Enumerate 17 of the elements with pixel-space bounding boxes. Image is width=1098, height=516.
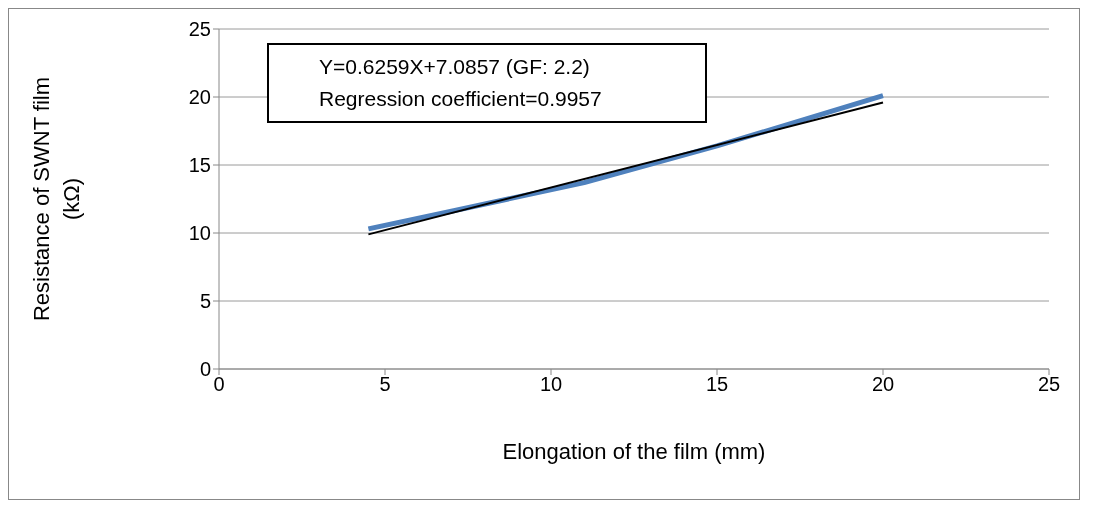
annotation: Regression coefficient=0.9957 <box>319 86 603 112</box>
x-tick-label: 10 <box>539 373 563 396</box>
x-axis-title: Elongation of the film (mm) <box>502 439 766 464</box>
y-tick-label: 0 <box>199 358 211 381</box>
y-tick-label: 20 <box>188 86 211 109</box>
y-tick-label: 10 <box>188 222 211 245</box>
x-tick-label: 20 <box>871 373 895 396</box>
annotation: Y=0.6259X+7.0857 (GF: 2.2) <box>319 54 591 80</box>
text-box: Y=0.6259X+7.0857 (GF: 2.2) Regression coefficient=0.9957 <box>267 43 707 123</box>
x-tick-label: 25 <box>1037 373 1061 396</box>
y-tick-label: 25 <box>188 18 211 41</box>
x-tick-label: 5 <box>379 373 391 396</box>
y-axis-title: Resistance of SWNT film (kΩ) <box>29 76 84 322</box>
y-tick-label: 15 <box>188 154 211 177</box>
x-tick-label: 0 <box>213 373 225 396</box>
y-tick-label: 5 <box>199 290 211 313</box>
x-tick-label: 15 <box>705 373 729 396</box>
